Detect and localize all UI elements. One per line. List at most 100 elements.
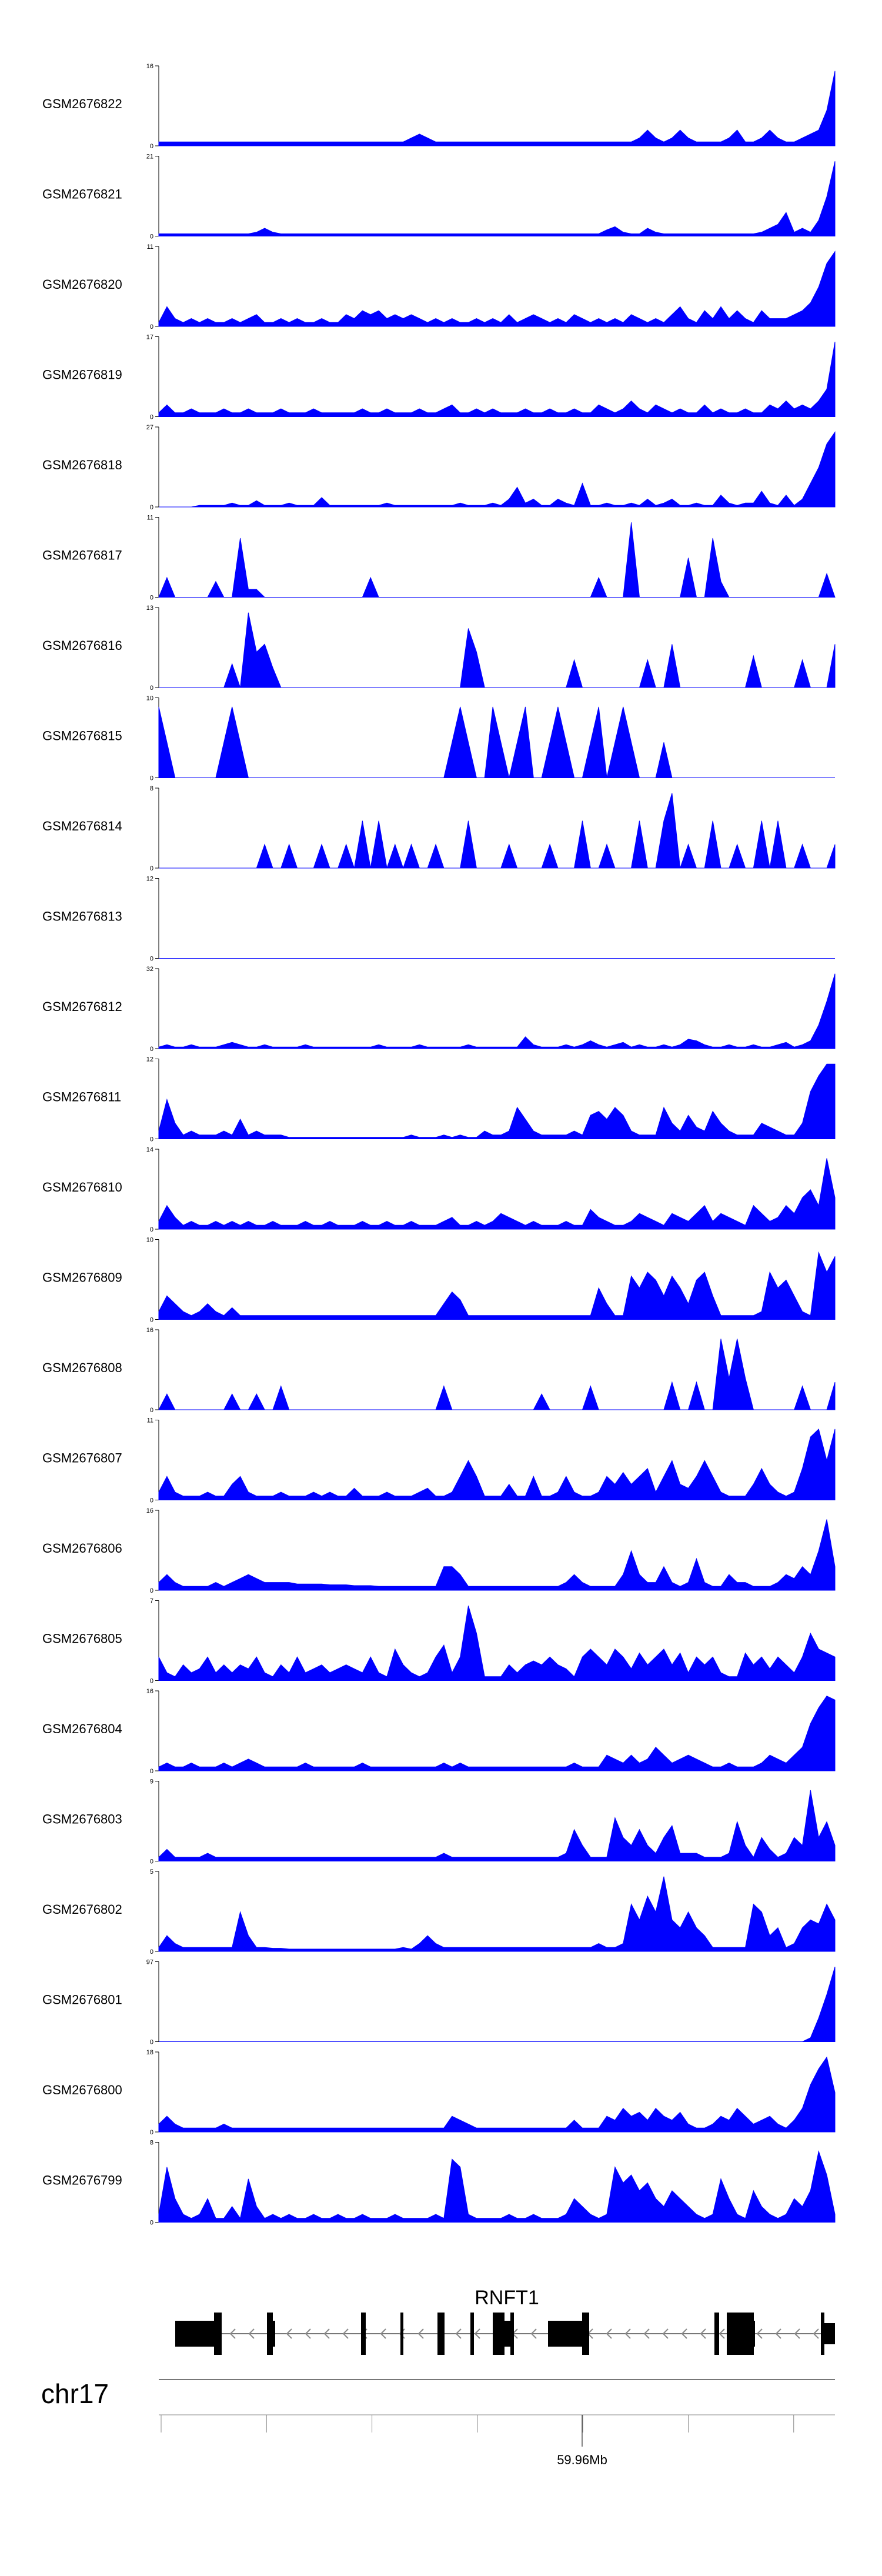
- strand-chevron: [323, 2328, 330, 2339]
- track-GSM2676816: GSM2676816 13 0: [42, 605, 836, 692]
- track-GSM2676815: GSM2676815 10 0: [42, 695, 835, 782]
- strand-chevron: [286, 2328, 292, 2339]
- gene-exon: [437, 2313, 445, 2355]
- track-y-tick-label: 27: [146, 424, 153, 431]
- strand-chevron: [305, 2328, 311, 2339]
- strand-chevron: [380, 2328, 386, 2339]
- track-y-tick-label: 16: [146, 1327, 153, 1334]
- track-label: GSM2676822: [42, 96, 122, 111]
- track-y-tick-label: 32: [146, 966, 153, 973]
- coverage-tracks: GSM2676822160GSM2676821210GSM2676820110G…: [42, 63, 836, 2227]
- track-coverage-area: [158, 2150, 836, 2223]
- strand-chevron: [813, 2328, 819, 2339]
- gene-exon: [175, 2321, 219, 2347]
- track-GSM2676818: GSM2676818 27 0: [42, 424, 836, 511]
- track-GSM2676809: GSM2676809 10 0: [42, 1237, 836, 1324]
- track-y-tick-label: 0: [150, 865, 153, 872]
- chromosome-axis: chr17 59.96Mb: [41, 2378, 835, 2467]
- track-coverage-area: [159, 1967, 836, 2042]
- track-coverage-area: [159, 431, 836, 508]
- track-y-tick-label: 0: [150, 1317, 153, 1324]
- track-coverage-area: [158, 1876, 836, 1952]
- track-y-tick-label: 11: [147, 1417, 153, 1424]
- track-coverage-area: [158, 1251, 836, 1320]
- strand-chevron: [794, 2328, 800, 2339]
- strand-chevron: [719, 2328, 725, 2339]
- track-GSM2676813: GSM2676813 12 0: [42, 876, 835, 963]
- track-GSM2676820: GSM2676820 11 0: [42, 243, 836, 331]
- track-y-tick-label: 0: [150, 1948, 153, 1956]
- track-y-tick-label: 18: [146, 2049, 153, 2056]
- gene-exon: [548, 2321, 587, 2347]
- track-coverage-area: [158, 2056, 836, 2133]
- track-GSM2676810: GSM2676810 14 0: [42, 1146, 836, 1233]
- track-GSM2676822: GSM2676822 16 0: [42, 63, 836, 150]
- track-label: GSM2676821: [42, 187, 122, 202]
- track-GSM2676821: GSM2676821 21 0: [42, 154, 836, 241]
- track-y-tick-label: 8: [150, 785, 153, 792]
- track-GSM2676806: GSM2676806 16 0: [42, 1507, 836, 1594]
- track-GSM2676812: GSM2676812 32 0: [42, 966, 836, 1053]
- track-label: GSM2676820: [42, 277, 122, 292]
- track-y-tick-label: 0: [150, 1226, 153, 1233]
- gene-exon: [214, 2313, 222, 2355]
- strand-chevron: [606, 2328, 612, 2339]
- track-coverage-area: [159, 793, 836, 869]
- gene-exon: [470, 2313, 474, 2355]
- track-y-tick-label: 0: [150, 1858, 153, 1866]
- track-y-tick-label: 0: [150, 414, 153, 421]
- strand-chevron: [643, 2328, 650, 2339]
- track-label: GSM2676800: [42, 2083, 122, 2097]
- track-y-tick-label: 0: [150, 595, 153, 602]
- track-label: GSM2676810: [42, 1180, 122, 1194]
- track-GSM2676808: GSM2676808 16 0: [42, 1327, 836, 1414]
- track-y-tick-label: 0: [150, 1768, 153, 1775]
- strand-chevron: [530, 2328, 537, 2339]
- track-y-tick-label: 16: [146, 1688, 153, 1695]
- gene-exon: [267, 2313, 273, 2355]
- track-GSM2676800: GSM2676800 18 0: [42, 2049, 836, 2136]
- track-y-tick-label: 0: [150, 323, 153, 331]
- track-label: GSM2676816: [42, 638, 122, 653]
- track-y-tick-label: 7: [150, 1598, 153, 1605]
- strand-chevron: [455, 2328, 462, 2339]
- track-y-tick-label: 21: [146, 154, 153, 161]
- track-coverage-area: [158, 1339, 836, 1410]
- strand-chevron: [342, 2328, 349, 2339]
- track-y-tick-label: 5: [150, 1868, 153, 1876]
- track-label: GSM2676803: [42, 1812, 122, 1827]
- strand-chevron: [417, 2328, 424, 2339]
- strand-chevron: [756, 2328, 763, 2339]
- track-y-tick-label: 0: [150, 1407, 153, 1414]
- track-label: GSM2676813: [42, 909, 122, 924]
- track-y-tick-label: 0: [150, 956, 153, 963]
- strand-chevron: [775, 2328, 781, 2339]
- track-y-tick-label: 17: [146, 334, 153, 341]
- chromosome-label: chr17: [41, 2378, 109, 2409]
- track-y-tick-label: 0: [150, 504, 153, 511]
- track-y-tick-label: 0: [150, 685, 153, 692]
- track-GSM2676814: GSM2676814 8 0: [42, 785, 836, 872]
- track-coverage-area: [158, 251, 836, 327]
- track-label: GSM2676809: [42, 1270, 122, 1285]
- track-GSM2676802: GSM2676802 5 0: [42, 1868, 836, 1956]
- track-y-tick-label: 97: [146, 1959, 153, 1966]
- track-y-tick-label: 10: [146, 1237, 153, 1244]
- track-coverage-area: [158, 1606, 836, 1681]
- gene-exon: [361, 2313, 366, 2355]
- strand-chevron: [624, 2328, 631, 2339]
- track-y-tick-label: 12: [146, 1056, 153, 1063]
- track-GSM2676819: GSM2676819 17 0: [42, 334, 836, 421]
- gene-model: RNFT1: [175, 2287, 835, 2355]
- gene-exon: [821, 2313, 824, 2355]
- track-label: GSM2676805: [42, 1631, 122, 1646]
- track-y-tick-label: 11: [147, 243, 153, 251]
- track-coverage-area: [158, 1063, 836, 1139]
- track-GSM2676801: GSM2676801 97 0: [42, 1959, 836, 2046]
- track-coverage-area: [158, 1158, 836, 1230]
- track-y-tick-label: 11: [147, 515, 153, 522]
- track-y-tick-label: 14: [146, 1146, 153, 1153]
- gene-exon: [510, 2313, 514, 2355]
- track-coverage-area: [159, 612, 836, 688]
